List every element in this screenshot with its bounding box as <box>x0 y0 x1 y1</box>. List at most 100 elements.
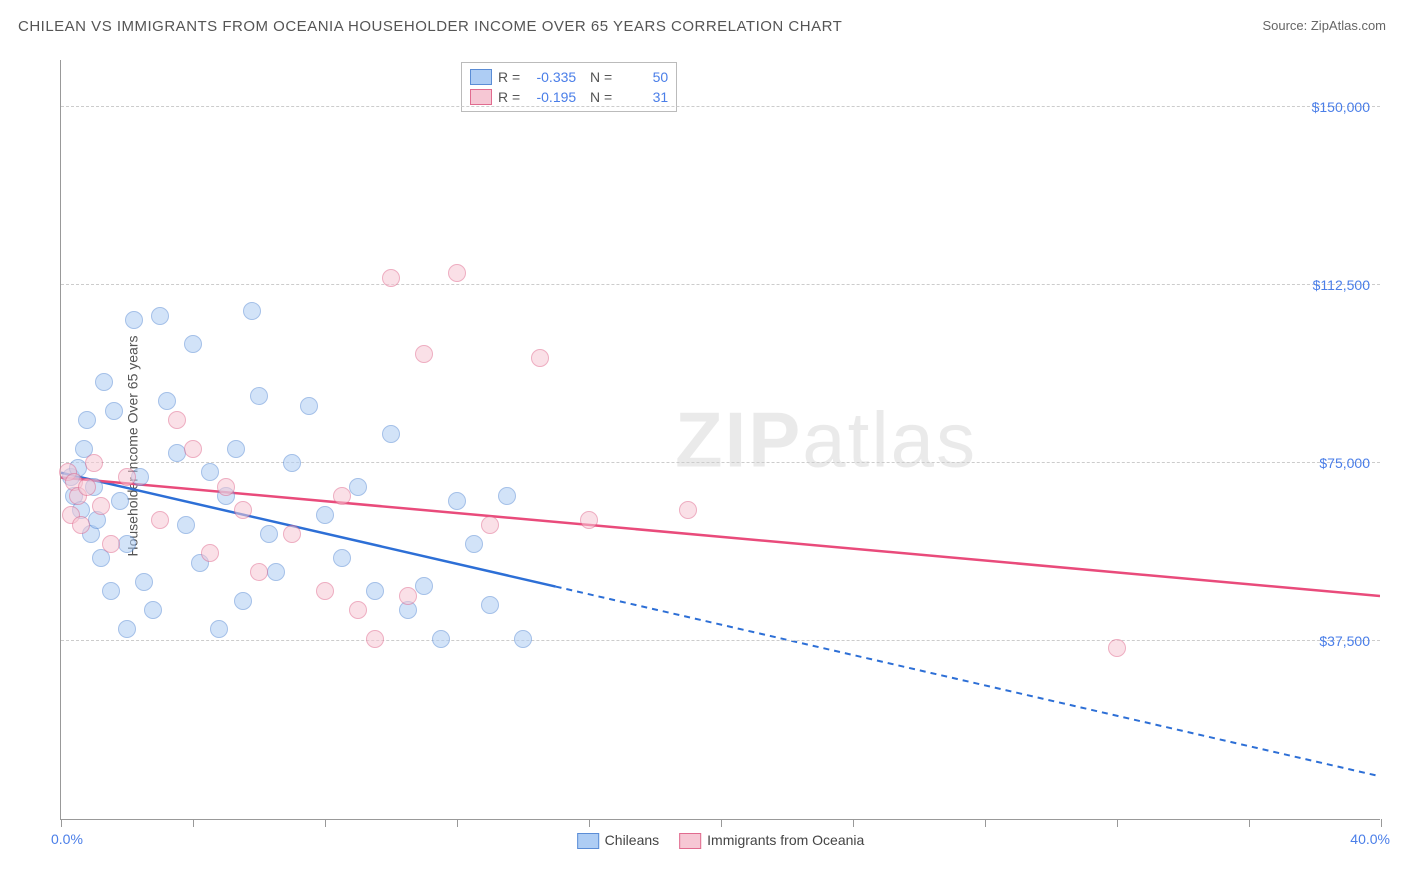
scatter-point <box>333 487 351 505</box>
gridline <box>61 106 1380 107</box>
scatter-point <box>679 501 697 519</box>
scatter-point <box>366 630 384 648</box>
scatter-point <box>125 311 143 329</box>
scatter-point <box>217 478 235 496</box>
x-tick <box>1117 819 1118 827</box>
legend-stat-row: R = -0.195 N = 31 <box>470 87 668 107</box>
chart-title: CHILEAN VS IMMIGRANTS FROM OCEANIA HOUSE… <box>18 18 842 35</box>
x-tick <box>721 819 722 827</box>
scatter-point <box>316 506 334 524</box>
scatter-point <box>250 387 268 405</box>
n-value: 50 <box>618 69 668 85</box>
scatter-point <box>234 592 252 610</box>
gridline <box>61 640 1380 641</box>
scatter-point <box>78 478 96 496</box>
x-tick <box>1381 819 1382 827</box>
y-tick-label: $112,500 <box>1313 277 1370 293</box>
scatter-point <box>432 630 450 648</box>
scatter-point <box>316 582 334 600</box>
scatter-point <box>250 563 268 581</box>
n-label: N = <box>582 69 612 85</box>
scatter-point <box>118 620 136 638</box>
scatter-point <box>234 501 252 519</box>
r-label: R = <box>498 89 520 105</box>
x-tick <box>457 819 458 827</box>
scatter-point <box>227 440 245 458</box>
legend-swatch <box>470 89 492 105</box>
scatter-point <box>448 492 466 510</box>
chart-container: CHILEAN VS IMMIGRANTS FROM OCEANIA HOUSE… <box>0 0 1406 892</box>
x-tick <box>589 819 590 827</box>
n-label: N = <box>582 89 612 105</box>
x-axis-min-label: 0.0% <box>51 831 83 847</box>
legend-item: Chileans <box>577 832 659 849</box>
scatter-point <box>111 492 129 510</box>
scatter-point <box>349 478 367 496</box>
scatter-point <box>382 269 400 287</box>
scatter-point <box>366 582 384 600</box>
scatter-point <box>514 630 532 648</box>
scatter-point <box>415 577 433 595</box>
scatter-point <box>201 463 219 481</box>
watermark: ZIPatlas <box>675 394 977 485</box>
scatter-point <box>448 264 466 282</box>
scatter-point <box>92 497 110 515</box>
scatter-point <box>102 535 120 553</box>
scatter-point <box>531 349 549 367</box>
legend-stat-row: R = -0.335 N = 50 <box>470 67 668 87</box>
scatter-point <box>267 563 285 581</box>
scatter-point <box>333 549 351 567</box>
y-tick-label: $75,000 <box>1319 455 1370 471</box>
x-axis-max-label: 40.0% <box>1350 831 1390 847</box>
scatter-point <box>177 516 195 534</box>
gridline <box>61 462 1380 463</box>
scatter-point <box>201 544 219 562</box>
scatter-point <box>72 516 90 534</box>
scatter-point <box>415 345 433 363</box>
scatter-point <box>118 535 136 553</box>
scatter-point <box>465 535 483 553</box>
trend-lines <box>61 60 1380 819</box>
y-tick-label: $37,500 <box>1319 633 1370 649</box>
scatter-point <box>481 596 499 614</box>
scatter-point <box>168 411 186 429</box>
x-tick <box>193 819 194 827</box>
scatter-point <box>399 587 417 605</box>
scatter-point <box>1108 639 1126 657</box>
scatter-point <box>184 335 202 353</box>
scatter-point <box>151 307 169 325</box>
series-legend: Chileans Immigrants from Oceania <box>577 832 865 849</box>
scatter-point <box>158 392 176 410</box>
x-tick <box>325 819 326 827</box>
plot-area: ZIPatlas R = -0.335 N = 50 R = -0.195 N … <box>60 60 1380 820</box>
source-label: Source: ZipAtlas.com <box>1262 18 1386 33</box>
scatter-point <box>105 402 123 420</box>
scatter-point <box>283 525 301 543</box>
x-tick <box>985 819 986 827</box>
x-tick <box>61 819 62 827</box>
series-name: Chileans <box>605 832 659 848</box>
gridline <box>61 284 1380 285</box>
scatter-point <box>498 487 516 505</box>
scatter-point <box>135 573 153 591</box>
scatter-point <box>95 373 113 391</box>
scatter-point <box>349 601 367 619</box>
correlation-legend: R = -0.335 N = 50 R = -0.195 N = 31 <box>461 62 677 112</box>
x-tick <box>1249 819 1250 827</box>
scatter-point <box>283 454 301 472</box>
scatter-point <box>210 620 228 638</box>
r-label: R = <box>498 69 520 85</box>
scatter-point <box>260 525 278 543</box>
legend-swatch <box>470 69 492 85</box>
scatter-point <box>78 411 96 429</box>
series-name: Immigrants from Oceania <box>707 832 864 848</box>
legend-item: Immigrants from Oceania <box>679 832 864 849</box>
scatter-point <box>85 454 103 472</box>
scatter-point <box>243 302 261 320</box>
x-tick <box>853 819 854 827</box>
scatter-point <box>102 582 120 600</box>
scatter-point <box>118 468 136 486</box>
scatter-point <box>300 397 318 415</box>
scatter-point <box>144 601 162 619</box>
scatter-point <box>151 511 169 529</box>
